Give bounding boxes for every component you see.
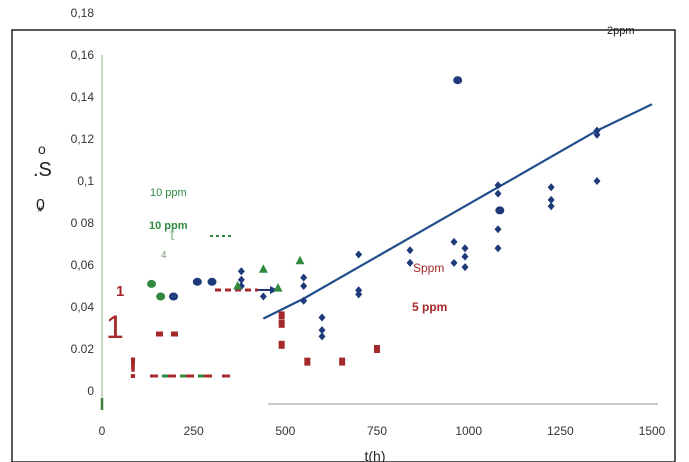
annotation-1-large: 1 [106,309,124,345]
x-tick-label: 1250 [547,424,574,438]
annotation-4: 4 [161,250,167,261]
data-point [169,292,178,301]
data-point [547,183,555,192]
y-tick-label: 0,18 [71,6,95,20]
y-label-glyph-2: .S [33,159,52,181]
y-tick-label: 0 [87,384,94,398]
data-point [547,195,555,204]
annotation-10ppm-b: 10 ppm [149,220,188,232]
fit-curve [262,103,653,320]
data-point [318,332,326,341]
y-tick-label: 0,14 [71,90,95,104]
data-point [318,313,326,322]
x-tick-label: 750 [367,424,387,438]
data-point [355,250,363,259]
data-point [406,258,414,267]
data-point [494,189,502,198]
x-axis-title: t(h) [365,448,386,462]
y-tick-label: 0 08 [71,216,95,230]
y-label-glyph-3: 0 [36,197,45,214]
chart-frame [11,29,676,462]
data-point [547,202,555,211]
annotation-5ppm: 5 ppm [412,300,447,314]
data-point [593,177,601,185]
blue-arrow-head [270,286,278,294]
y-tick-label: 0,1 [77,174,94,188]
data-point [593,130,601,139]
data-point [300,273,308,282]
annotation-exclamation: ! [128,352,138,385]
x-tick-label: 1500 [639,424,666,438]
y-label-glyph-4: # [38,205,43,214]
data-point [374,345,380,353]
data-point [295,255,305,265]
data-point [300,282,308,290]
data-point [406,246,414,255]
data-point [355,286,363,295]
data-point [339,357,346,366]
annotation-dots: .. [171,289,177,300]
x-tick-label: 0 [99,424,106,438]
data-point [207,277,217,286]
data-point [258,264,268,273]
data-point [304,357,311,366]
data-point [461,263,469,272]
data-point [192,277,202,286]
data-point [461,252,469,261]
data-point [259,292,267,301]
data-point [273,283,283,292]
scan-artifact [456,95,476,125]
annotation-1-small: 1 [116,283,124,300]
data-point [461,244,469,253]
data-point [278,319,285,328]
y-tick-label: 0,12 [71,132,95,146]
y-label-glyph-1: o [38,141,46,157]
annotation-2ppm: 2ppm [607,25,635,37]
data-point [300,296,308,305]
data-point [494,244,502,253]
annotation-10ppm-a: 10 ppm [150,187,187,199]
x-tick-label: 1000 [455,424,482,438]
data-point [494,225,502,234]
data-point [494,181,502,190]
y-tick-label: 0,04 [71,300,95,314]
data-point [237,267,245,276]
data-point [495,206,505,215]
data-point [278,311,285,320]
data-point [233,281,243,290]
data-point [237,275,245,284]
data-point [156,292,166,301]
data-point [593,126,601,135]
data-point [318,326,326,335]
y-tick-label: 0,16 [71,48,95,62]
y-tick-label: 0,06 [71,258,95,272]
x-tick-label: 250 [184,424,204,438]
annotation-sppm: Sppm [413,261,444,275]
annotation-t: t [170,227,175,244]
data-point [355,290,363,299]
data-point [453,76,463,85]
y-tick-label: 0.02 [71,342,95,356]
data-point [450,258,458,267]
data-point [278,340,285,349]
data-point [147,279,156,288]
x-tick-label: 500 [275,424,295,438]
data-point [450,237,458,246]
